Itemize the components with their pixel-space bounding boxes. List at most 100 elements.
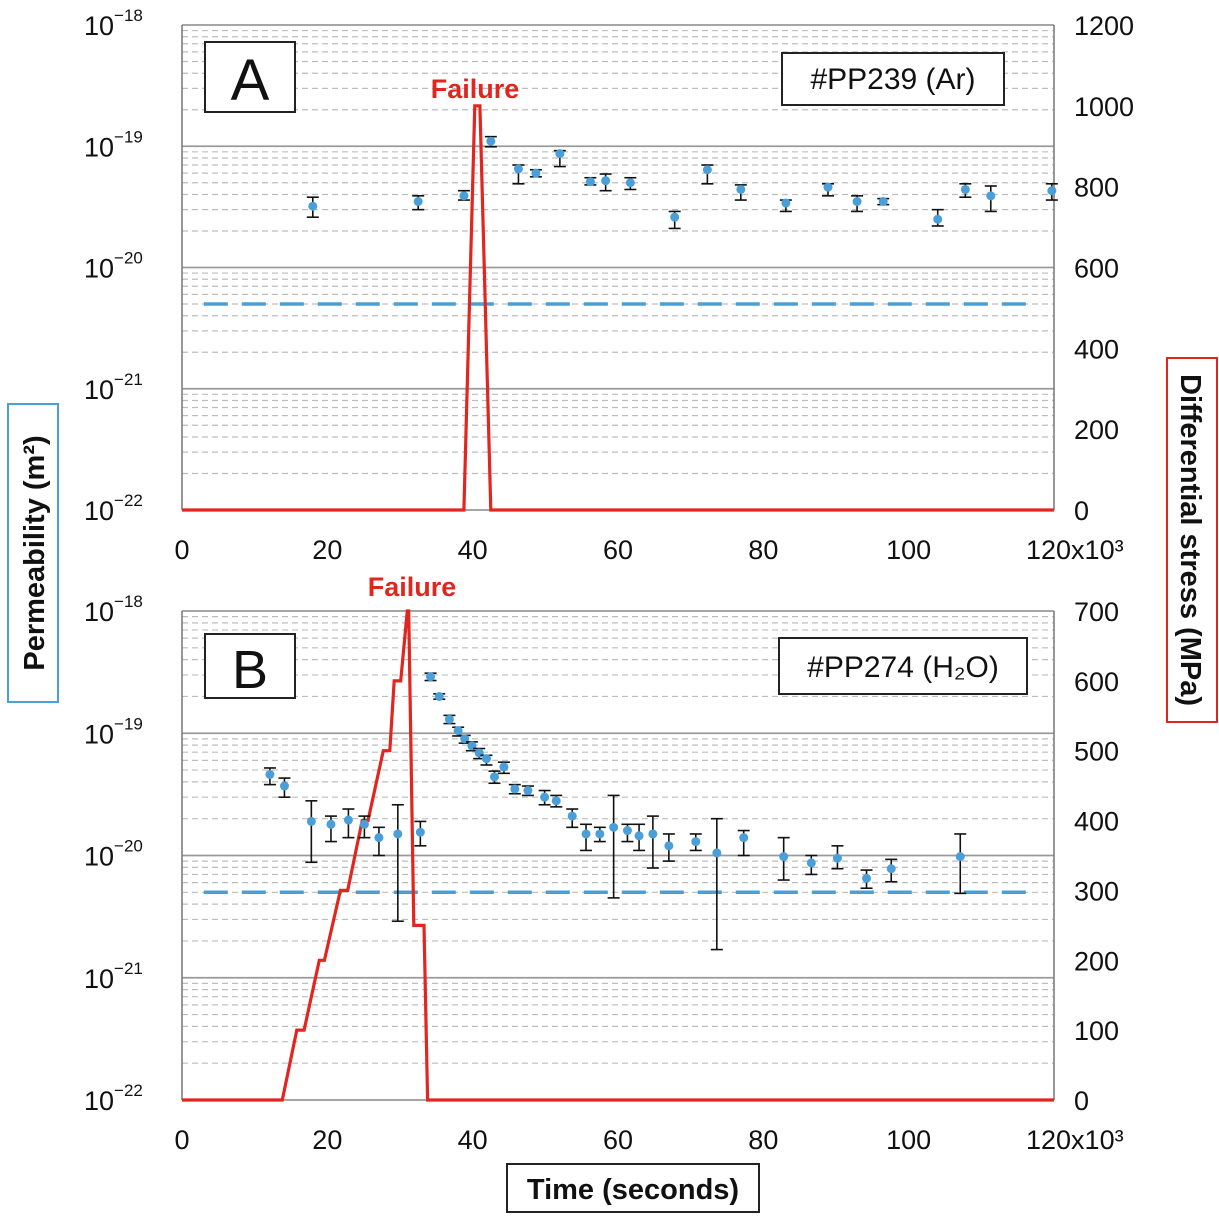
panel-b-data-point	[689, 833, 702, 852]
permeability-marker	[581, 829, 591, 839]
panel-a-x-tick-label: 0	[174, 535, 189, 565]
panel-a-y-right-tick-label: 1200	[1074, 11, 1134, 41]
permeability-marker	[523, 786, 533, 796]
y-right-title: Differential stress (MPa)	[1174, 374, 1206, 706]
permeability-marker	[878, 197, 888, 207]
panel-b-data-point	[480, 754, 493, 766]
permeability-marker	[459, 191, 469, 201]
panel-a-sample-box	[781, 52, 1005, 106]
permeability-marker	[781, 198, 791, 208]
permeability-marker	[702, 165, 712, 175]
permeability-marker	[413, 197, 423, 207]
panel-b-y-right-tick-label: 500	[1074, 737, 1119, 767]
panel-a-data-point	[529, 168, 542, 178]
panel-b-data-point	[662, 833, 675, 862]
panel-b-data-point	[278, 777, 291, 798]
permeability-marker	[960, 184, 970, 194]
panel-a-stress-line	[182, 104, 1054, 512]
permeability-marker	[513, 164, 523, 174]
panel-b-y-left-tick-label: 10−18	[84, 592, 143, 627]
panel-b-y-right-tick-label: 100	[1074, 1016, 1119, 1046]
panel-b-points-layer	[263, 672, 967, 951]
panel-b-data-point	[508, 783, 521, 795]
panel-b-failure-label: Failure	[368, 572, 457, 602]
panel-a-y-right-tick-label: 1000	[1074, 92, 1134, 122]
permeability-marker	[595, 829, 605, 839]
permeability-marker	[712, 848, 722, 858]
permeability-marker	[806, 858, 816, 868]
permeability-marker	[567, 811, 577, 821]
panel-a-data-point	[851, 195, 864, 213]
panel-b-data-point	[391, 803, 404, 923]
permeability-marker	[625, 178, 635, 188]
permeability-marker	[499, 762, 509, 772]
panel-a-x-tick-label: 80	[748, 535, 778, 565]
permeability-marker	[486, 136, 496, 146]
permeability-marker	[823, 182, 833, 192]
panel-b-data-point	[538, 789, 551, 806]
permeability-marker	[886, 864, 896, 874]
permeability-marker	[540, 792, 550, 802]
panel-a-data-point	[1045, 183, 1058, 201]
permeability-marker	[393, 829, 403, 839]
permeability-marker	[481, 754, 491, 764]
panel-a-y-right-tick-label: 600	[1074, 254, 1119, 284]
panel-b-data-point	[860, 869, 873, 890]
permeability-marker	[308, 201, 318, 211]
panel-b-y-right-tick-label: 400	[1074, 807, 1119, 837]
panel-b-x-tick-label: 80	[748, 1125, 778, 1155]
panel-b-data-point	[777, 836, 790, 881]
permeability-marker	[426, 672, 436, 682]
x-title-box	[506, 1163, 760, 1213]
panel-b-data-point	[621, 823, 634, 843]
panel-b-data-point	[805, 854, 818, 876]
y-left-title-box	[7, 403, 59, 703]
panel-b-x-tick-label: 120x10³	[1026, 1125, 1124, 1155]
panel-b-y-right-tick-label: 0	[1074, 1086, 1089, 1116]
panel-a-x-tick-label: 120x10³	[1026, 535, 1124, 565]
permeability-marker	[634, 831, 644, 841]
panel-a-y-left-tick-label: 10−19	[84, 127, 143, 162]
permeability-marker	[585, 177, 595, 187]
panel-a-x-tick-label: 60	[603, 535, 633, 565]
panel-b-x-tick-label: 100	[886, 1125, 931, 1155]
panel-a-sample-label: #PP239 (Ar)	[810, 63, 975, 96]
y-left-title: Permeability (m²)	[19, 435, 51, 670]
panel-b-y-left-tick-label: 10−19	[84, 714, 143, 749]
panel-a-y-left-tick-label: 10−21	[84, 370, 143, 405]
panel-b-data-point	[607, 794, 620, 899]
permeability-marker	[601, 176, 611, 186]
panel-a-letter: A	[231, 48, 270, 113]
permeability-marker	[670, 212, 680, 222]
panel-a-x-tick-label: 100	[886, 535, 931, 565]
panel-a-data-point	[306, 196, 319, 218]
panel-b-data-point	[550, 794, 563, 808]
panel-a-data-point	[877, 197, 890, 207]
panel-b-data-point	[443, 714, 456, 725]
permeability-marker	[510, 784, 520, 794]
panel-b-x-tick-label: 20	[312, 1125, 342, 1155]
x-title: Time (seconds)	[527, 1174, 739, 1206]
panel-a-stress-layer	[182, 104, 1054, 512]
panel-a-data-point	[412, 195, 425, 211]
panel-a-data-point	[734, 184, 747, 201]
panel-a-y-right-tick-label: 400	[1074, 334, 1119, 364]
panel-b-letter: B	[232, 640, 268, 700]
panel-b-y-right-tick-label: 700	[1074, 597, 1119, 627]
panel-a-y-left-tick-label: 10−18	[84, 6, 143, 41]
panel-b-x-tick-label: 40	[458, 1125, 488, 1155]
panel-b-data-point	[497, 761, 510, 775]
panel-b: 0 20 40 60 80 100 120x10³ 10−22 10−21 10−20 10−19…	[84, 572, 1124, 1155]
panel-b-data-point	[580, 823, 593, 852]
panel-b-data-point	[372, 826, 385, 857]
permeability-marker	[955, 852, 965, 862]
permeability-marker	[779, 852, 789, 862]
panel-b-y-right-tick-label: 600	[1074, 667, 1119, 697]
permeability-marker	[622, 826, 632, 836]
panel-b-stress-layer	[182, 609, 1054, 1102]
panel-a-y-left-tick-label: 10−20	[84, 249, 143, 284]
panel-a-data-point	[959, 183, 972, 199]
panel-a-failure-label: Failure	[431, 74, 520, 104]
panel-a-data-point	[701, 164, 714, 185]
panel-b-x-ticks: 0 20 40 60 80 100 120x10³	[174, 1125, 1123, 1155]
